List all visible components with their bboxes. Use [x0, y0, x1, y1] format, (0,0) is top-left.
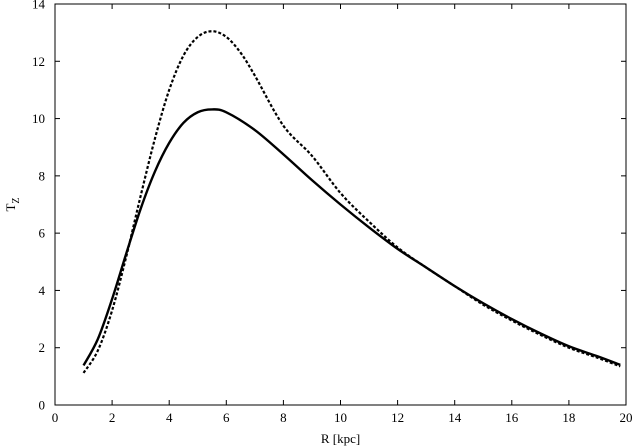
y-tick-label-4: 8: [39, 168, 46, 183]
x-tick-label-10: 20: [620, 410, 633, 425]
x-tick-label-5: 10: [334, 410, 347, 425]
x-tick-label-6: 12: [391, 410, 404, 425]
y-axis-label: TZ: [3, 197, 22, 211]
x-tick-label-9: 18: [562, 410, 575, 425]
y-tick-label-3: 6: [39, 226, 46, 241]
y-tick-label-5: 10: [32, 111, 45, 126]
ticks: [54, 3, 627, 406]
series-1-solid-line: [82, 108, 621, 367]
y-axis-label-subscript: Z: [11, 197, 22, 203]
y-tick-label-7: 14: [32, 0, 46, 12]
x-tick-label-4: 8: [280, 410, 287, 425]
x-tick-label-7: 14: [448, 410, 462, 425]
y-tick-label-1: 2: [39, 340, 46, 355]
series-layer: [82, 30, 621, 374]
y-tick-label-0: 0: [39, 398, 46, 413]
x-axis-label: R [kpc]: [321, 431, 360, 446]
x-tick-label-1: 2: [109, 410, 116, 425]
x-tick-label-8: 16: [505, 410, 519, 425]
series-2-dashed-line: [82, 30, 621, 374]
y-tick-label-6: 12: [32, 54, 45, 69]
x-tick-label-0: 0: [52, 410, 59, 425]
y-tick-label-2: 4: [39, 283, 46, 298]
tick-labels: 0 2 4 6 8 10 12 14 16 18 20 0 2 4 6 8 10 12 14: [32, 0, 633, 425]
y-axis-label-main: T: [3, 204, 18, 212]
x-tick-label-3: 6: [223, 410, 230, 425]
x-tick-label-2: 4: [166, 410, 173, 425]
